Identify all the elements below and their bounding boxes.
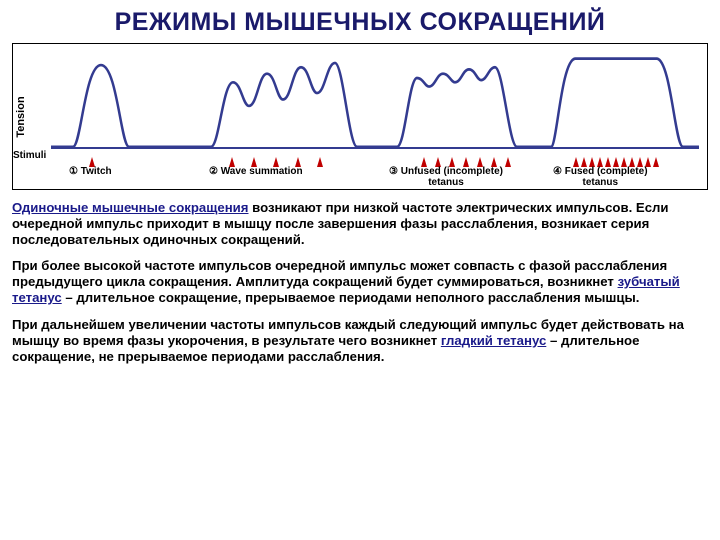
stimuli-arrows — [19, 149, 699, 167]
paragraph-3: При дальнейшем увеличении частоты импуль… — [12, 317, 708, 365]
y-axis-label: Tension — [15, 96, 27, 137]
term-fused-tetanus: гладкий тетанус — [441, 333, 546, 348]
stimulus-arrow-icon — [653, 157, 659, 167]
stimulus-arrow-icon — [317, 157, 323, 167]
chart-labels-row: ① Twitch ② Wave summation ③ Unfused (incom… — [13, 167, 707, 187]
plot-area — [51, 50, 699, 149]
p2-before: При более высокой частоте импульсов очер… — [12, 258, 667, 289]
tension-chart: Tension Stimuli ① Twitch② Wave summation… — [12, 43, 708, 190]
term-single-twitch: Одиночные мышечные сокращения — [12, 200, 249, 215]
paragraph-1: Одиночные мышечные сокращения возникают … — [12, 200, 708, 248]
chart-region-label: ④ Fused (complete)tetanus — [553, 167, 648, 188]
paragraph-2: При более высокой частоте импульсов очер… — [12, 258, 708, 306]
page-title: РЕЖИМЫ МЫШЕЧНЫХ СОКРАЩЕНИЙ — [12, 8, 708, 37]
tension-curve — [51, 50, 699, 149]
chart-region-label: ② Wave summation — [209, 167, 303, 178]
chart-region-label: ③ Unfused (incomplete)tetanus — [389, 167, 503, 188]
p2-after: – длительное сокращение, прерываемое пер… — [62, 290, 640, 305]
stimulus-arrow-icon — [505, 157, 511, 167]
chart-region-label: ① Twitch — [69, 167, 112, 178]
